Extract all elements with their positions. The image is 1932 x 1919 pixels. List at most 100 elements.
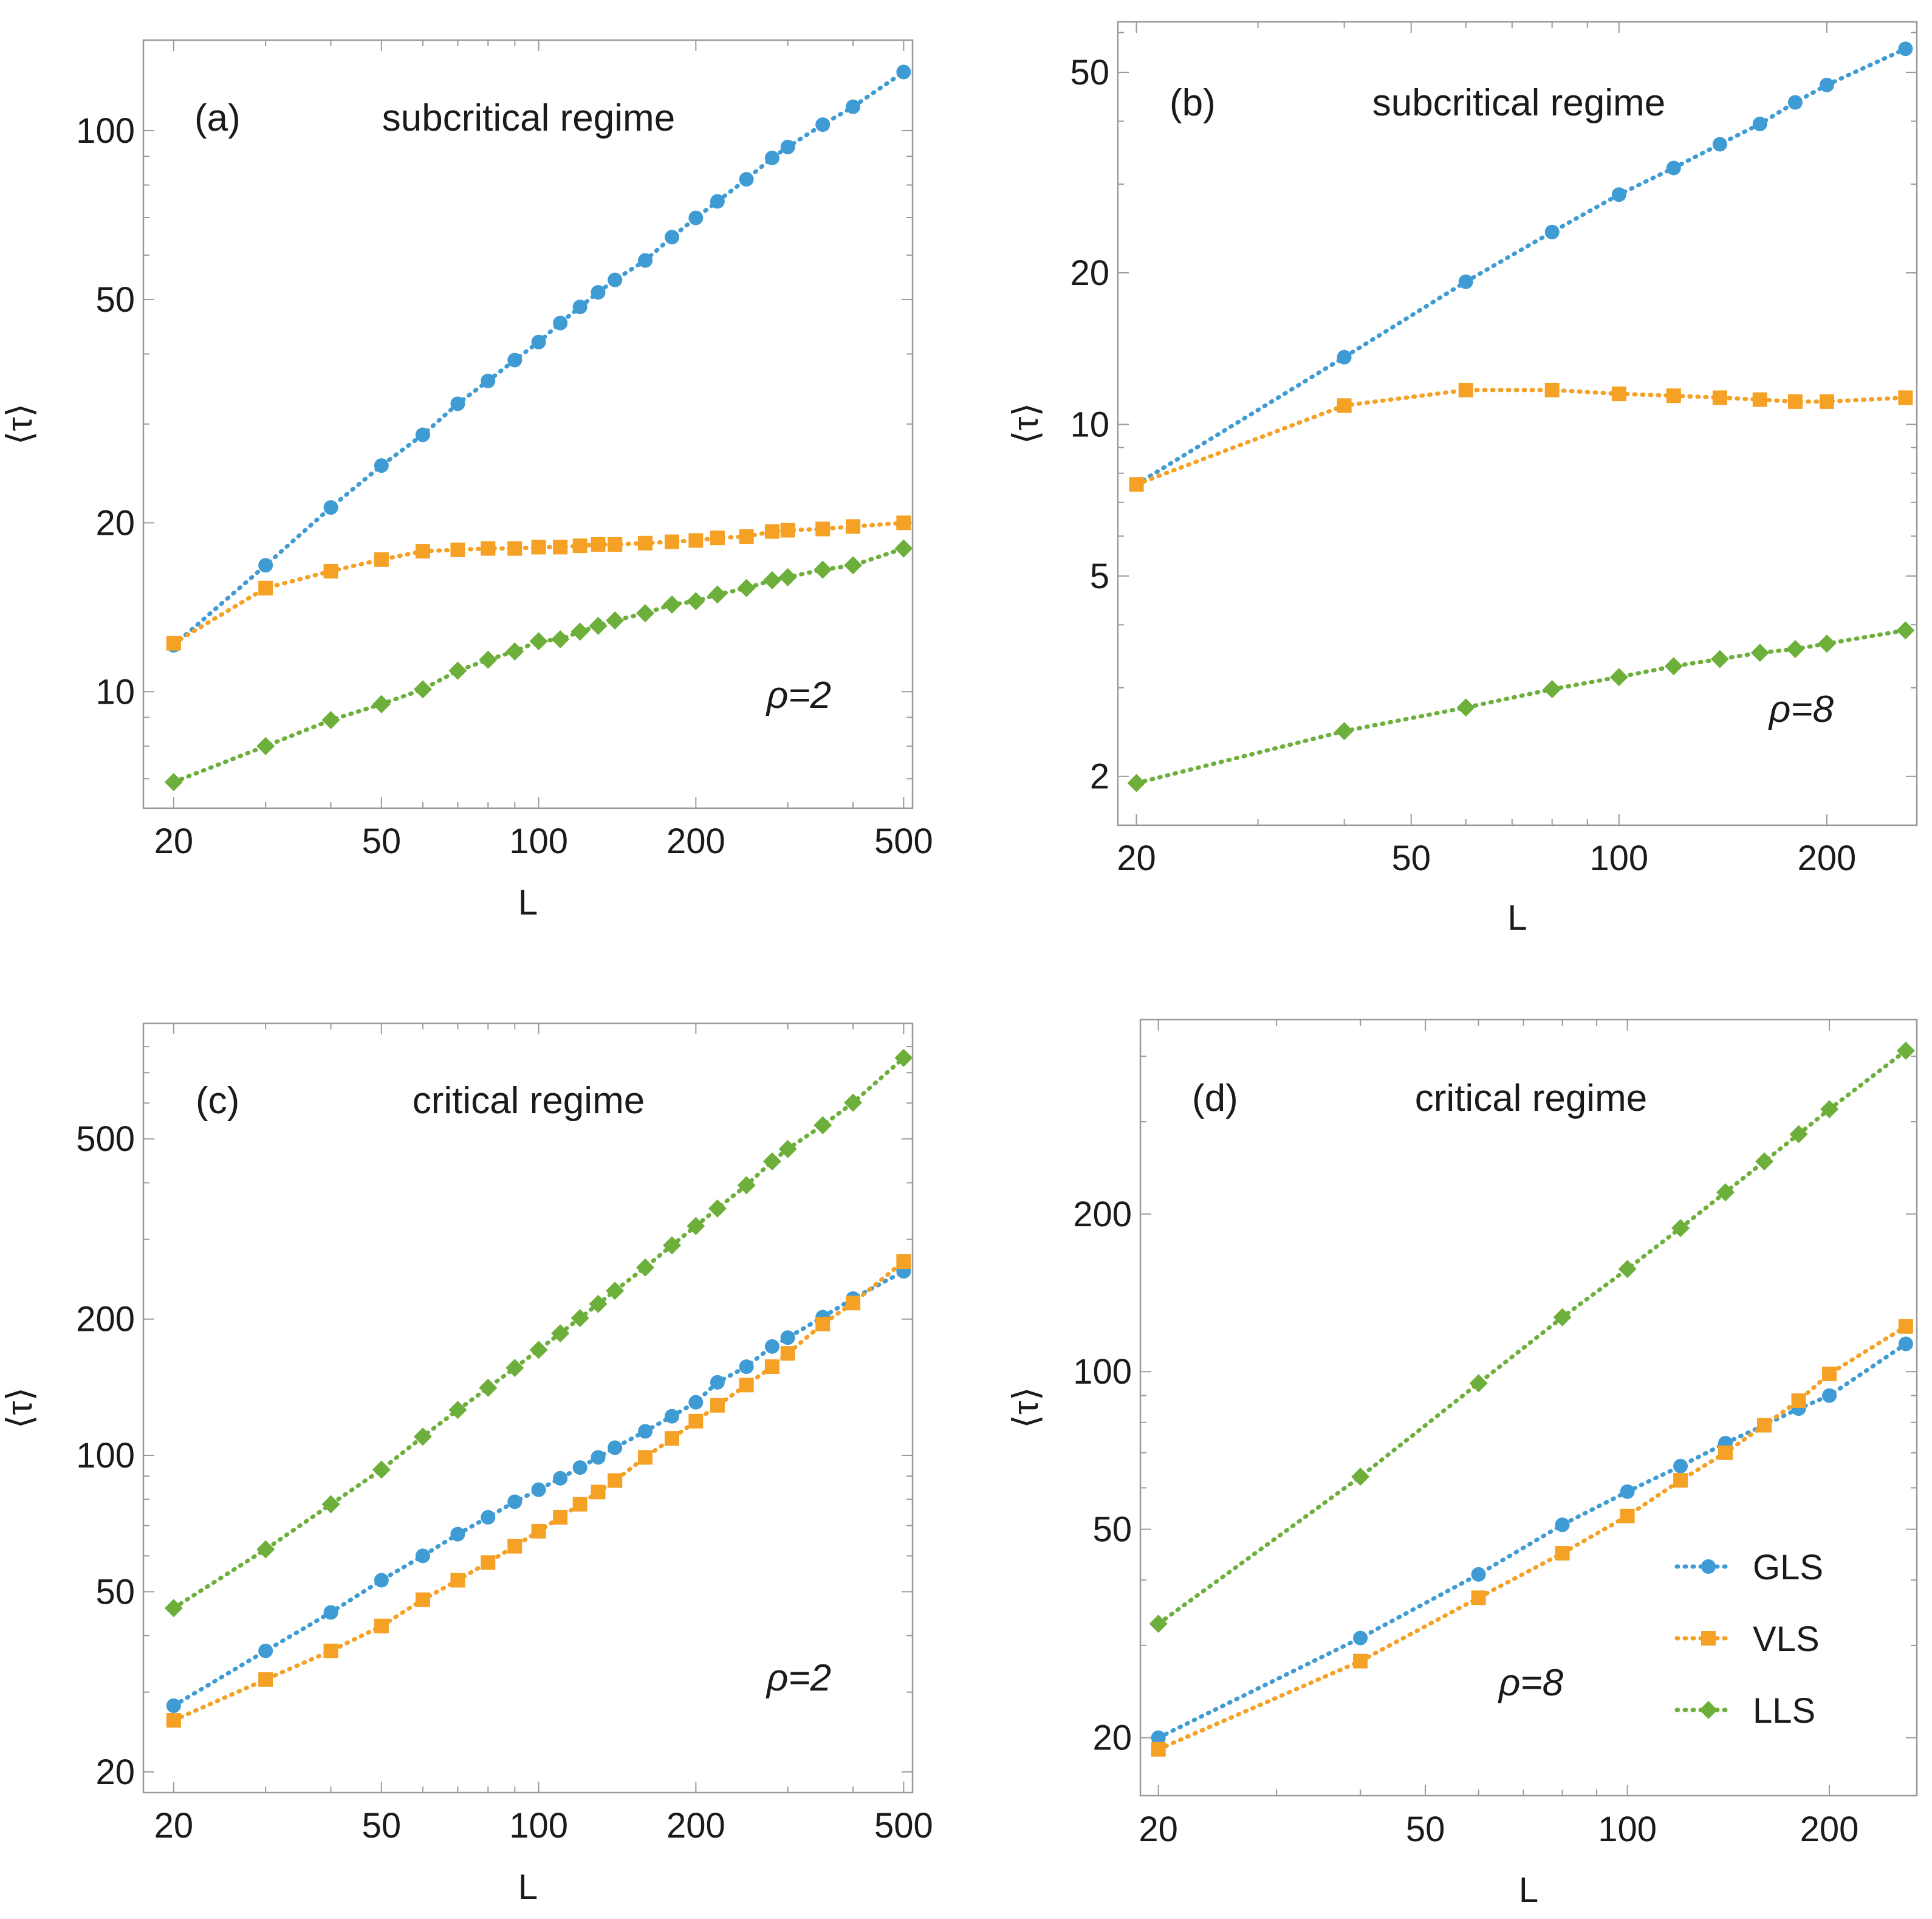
- data-point-lls: [505, 1359, 524, 1378]
- x-tick-label: 50: [362, 822, 402, 861]
- x-tick-label: 200: [666, 1806, 725, 1845]
- data-point-lls: [708, 585, 727, 604]
- data-point-gls: [374, 1573, 389, 1588]
- data-point-vls: [739, 529, 754, 544]
- data-point-lls: [413, 680, 432, 699]
- panel-d: 20 50 100 200 20 50 100 200 L ⟨τ⟩ (d) critical regi…: [1006, 1018, 1918, 1910]
- data-point-gls: [638, 253, 653, 268]
- panel-label: (a): [194, 97, 241, 139]
- data-point-gls: [1151, 1730, 1166, 1745]
- data-point-vls: [710, 1398, 725, 1413]
- data-point-gls: [374, 458, 389, 473]
- x-tick-label: 100: [509, 822, 568, 861]
- data-point-lls: [1553, 1308, 1572, 1327]
- data-point-lls: [636, 1258, 655, 1277]
- legend-label: VLS: [1753, 1619, 1820, 1659]
- data-point-gls: [572, 1460, 587, 1475]
- data-point-gls: [531, 334, 546, 349]
- data-point-vls: [896, 1254, 911, 1269]
- data-point-gls: [739, 1359, 754, 1375]
- data-point-vls: [450, 1573, 465, 1588]
- data-point-vls: [415, 544, 430, 559]
- data-point-lls: [687, 1217, 705, 1235]
- data-point-gls: [780, 1330, 795, 1345]
- data-point-gls: [1471, 1567, 1486, 1582]
- data-point-gls: [1752, 117, 1767, 132]
- y-axis-label: ⟨τ⟩: [0, 1387, 39, 1429]
- data-point-gls: [1712, 137, 1727, 152]
- data-point-gls: [1337, 349, 1352, 365]
- x-axis-label: L: [518, 1867, 538, 1907]
- data-point-lls: [256, 736, 275, 755]
- data-point-gls: [896, 64, 911, 80]
- data-point-lls: [448, 1401, 467, 1420]
- y-tick-label: 100: [76, 1436, 135, 1475]
- x-tick-label: 500: [874, 1806, 933, 1845]
- data-point-lls: [570, 1309, 589, 1328]
- rho-annotation: ρ=2: [766, 675, 831, 716]
- data-point-gls: [591, 285, 606, 300]
- data-point-gls: [764, 150, 779, 165]
- data-point-lls: [762, 1152, 781, 1171]
- y-tick-label: 5: [1090, 557, 1109, 596]
- data-point-lls: [570, 622, 589, 641]
- data-point-gls: [815, 117, 831, 132]
- y-tick-label: 50: [95, 1572, 135, 1612]
- data-point-gls: [710, 194, 725, 209]
- y-tick-label: 50: [1070, 53, 1109, 92]
- y-tick-label: 100: [76, 111, 135, 151]
- data-point-lls: [529, 1341, 548, 1359]
- data-point-gls: [739, 172, 754, 187]
- panel-a: 20 50 100 200 500 10 20 50 100 L ⟨τ⟩ (a) subcritical…: [0, 39, 933, 922]
- data-point-lls: [636, 604, 655, 623]
- data-point-vls: [638, 1450, 653, 1465]
- data-point-vls: [553, 540, 568, 555]
- y-tick-label: 50: [95, 280, 135, 320]
- rho-annotation: ρ=2: [766, 1657, 831, 1699]
- data-point-vls: [374, 552, 389, 567]
- x-tick-label: 500: [874, 822, 933, 861]
- legend-marker: [1701, 1559, 1716, 1574]
- data-point-vls: [481, 1555, 496, 1570]
- data-point-vls: [815, 1316, 831, 1331]
- data-point-vls: [665, 1431, 680, 1446]
- y-tick-label: 10: [95, 672, 135, 712]
- data-point-lls: [1786, 640, 1804, 659]
- data-point-lls: [1710, 650, 1729, 668]
- panel-label: (d): [1192, 1077, 1238, 1119]
- x-tick-label: 20: [1139, 1810, 1178, 1849]
- data-point-lls: [762, 571, 781, 589]
- data-point-vls: [688, 1413, 704, 1429]
- data-point-vls: [1757, 1418, 1772, 1433]
- data-point-gls: [591, 1450, 606, 1465]
- x-tick-label: 50: [1391, 839, 1431, 878]
- data-point-vls: [608, 1473, 623, 1488]
- data-point-gls: [1898, 1336, 1913, 1351]
- data-point-lls: [894, 1048, 913, 1067]
- data-point-gls: [553, 315, 568, 331]
- data-point-lls: [589, 617, 608, 636]
- data-point-vls: [553, 1509, 568, 1525]
- y-axis-label: ⟨τ⟩: [0, 403, 39, 445]
- data-point-gls: [450, 1526, 465, 1542]
- y-tick-label: 2: [1090, 757, 1109, 797]
- data-point-vls: [638, 535, 653, 551]
- data-point-vls: [1666, 388, 1681, 403]
- data-point-gls: [638, 1424, 653, 1439]
- data-point-vls: [1151, 1742, 1166, 1757]
- data-point-lls: [1671, 1218, 1690, 1237]
- data-point-vls: [1458, 382, 1473, 397]
- data-point-lls: [1896, 1042, 1915, 1060]
- data-point-gls: [764, 1339, 779, 1354]
- data-point-lls: [778, 1139, 797, 1158]
- data-point-vls: [258, 580, 273, 596]
- data-point-lls: [1456, 698, 1475, 717]
- data-point-lls: [479, 1378, 498, 1397]
- series-line-vls: [1156, 1324, 1908, 1752]
- data-point-vls: [166, 1712, 181, 1728]
- data-point-gls: [1898, 41, 1913, 57]
- data-point-lls: [372, 1460, 391, 1479]
- y-axis-label: ⟨τ⟩: [1006, 403, 1046, 444]
- rho-annotation: ρ=8: [1768, 688, 1834, 730]
